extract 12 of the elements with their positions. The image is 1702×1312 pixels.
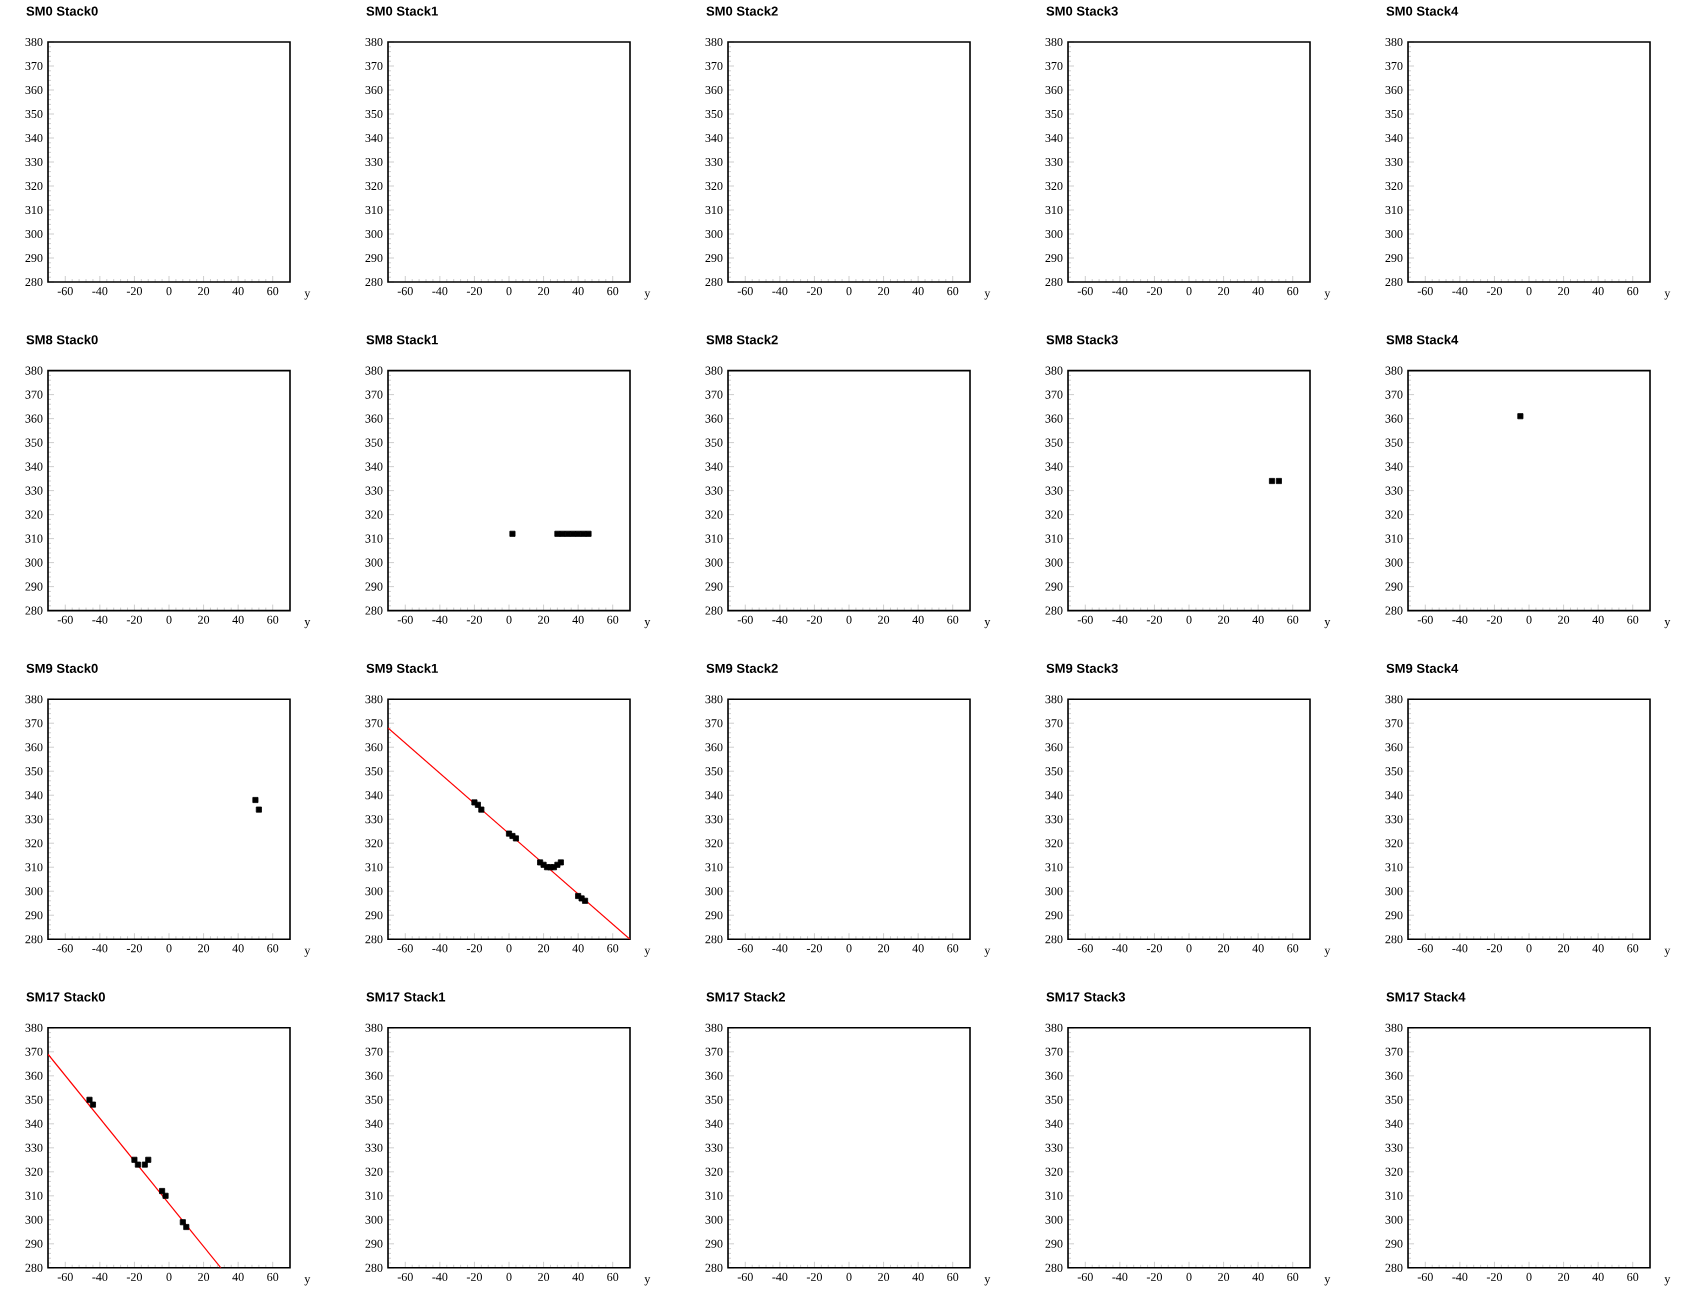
point bbox=[131, 1156, 138, 1163]
point bbox=[162, 1192, 169, 1199]
point bbox=[141, 1161, 148, 1168]
point bbox=[86, 1096, 93, 1103]
point bbox=[89, 1101, 96, 1108]
point bbox=[159, 1188, 166, 1195]
point bbox=[478, 806, 485, 813]
point bbox=[179, 1219, 186, 1226]
point bbox=[134, 1161, 141, 1168]
point bbox=[183, 1224, 190, 1231]
point bbox=[145, 1156, 152, 1163]
point bbox=[582, 897, 589, 904]
